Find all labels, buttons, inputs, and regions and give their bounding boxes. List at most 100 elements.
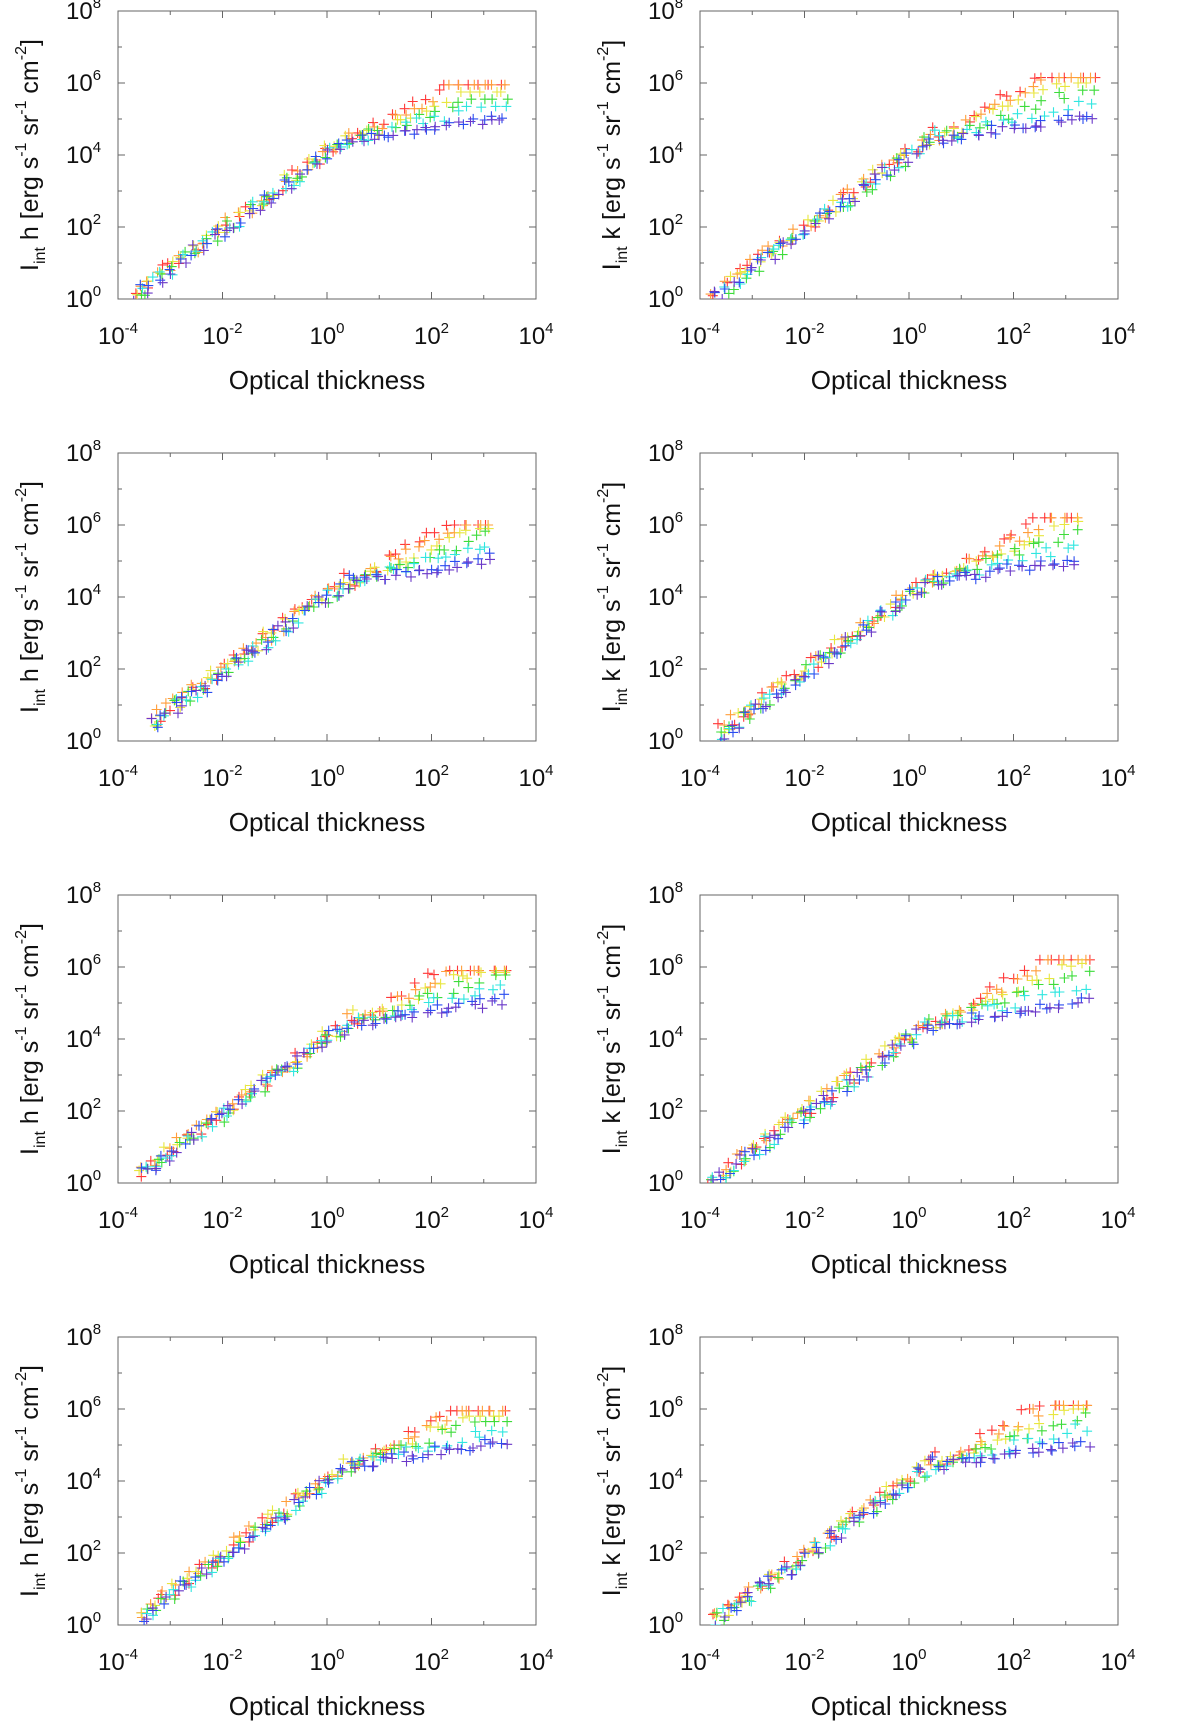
data-point <box>927 1452 938 1462</box>
data-point <box>1033 1410 1044 1421</box>
data-point <box>235 1537 246 1548</box>
tick-exponent: 4 <box>93 1465 101 1482</box>
data-point <box>944 1018 955 1029</box>
data-point <box>845 638 856 649</box>
data-point <box>915 1464 926 1475</box>
data-point <box>861 178 872 189</box>
data-point <box>975 1436 986 1447</box>
data-point <box>470 990 480 1001</box>
data-point <box>1066 961 1077 972</box>
data-point <box>399 1447 409 1458</box>
tick-base: 10 <box>784 765 811 792</box>
x-tick-label: 102 <box>414 320 449 350</box>
data-point <box>383 132 394 143</box>
data-point <box>1059 1405 1070 1416</box>
data-point <box>431 567 442 578</box>
data-point <box>248 203 259 214</box>
data-point <box>234 1543 244 1553</box>
data-point <box>760 1131 771 1142</box>
data-point <box>998 972 1009 983</box>
data-point <box>212 1107 223 1118</box>
series-green <box>151 526 491 730</box>
tick-base: 10 <box>648 1540 675 1567</box>
data-point <box>762 247 773 258</box>
data-point <box>388 130 399 141</box>
data-point <box>248 1531 258 1542</box>
data-point <box>899 1034 910 1045</box>
series-cyan <box>710 1419 1093 1625</box>
data-point <box>165 705 175 716</box>
x-tick-label: 104 <box>518 320 553 350</box>
data-point <box>429 111 440 122</box>
data-point <box>406 571 416 582</box>
data-point <box>390 570 401 581</box>
data-point <box>471 530 482 541</box>
data-point <box>474 993 485 1004</box>
label-part: cm <box>598 945 626 985</box>
label-part: int <box>32 1573 49 1590</box>
data-point <box>1014 549 1025 560</box>
data-point <box>986 1444 997 1454</box>
data-point <box>494 115 505 125</box>
data-point <box>261 644 272 655</box>
data-point <box>378 119 389 130</box>
data-point <box>279 1513 290 1523</box>
data-point <box>824 206 835 217</box>
data-point <box>136 1171 147 1182</box>
data-point <box>1067 1438 1078 1448</box>
data-point <box>1049 521 1059 531</box>
tick-exponent: 8 <box>675 0 683 12</box>
data-point <box>876 606 887 617</box>
data-point <box>422 1007 433 1018</box>
series-yellow <box>711 1404 1089 1621</box>
data-point <box>1072 524 1083 535</box>
data-point <box>719 284 730 294</box>
label-part: -1 <box>595 1427 612 1441</box>
data-point <box>937 570 948 581</box>
panel-k-4: 10-4 10-2 100 102 104100102104106108Optical … <box>595 1321 1136 1721</box>
data-point <box>912 589 923 600</box>
data-point <box>249 647 260 658</box>
data-point <box>893 154 904 165</box>
data-point <box>906 144 917 155</box>
data-point <box>314 1484 325 1495</box>
data-point <box>1041 542 1052 553</box>
series-blue <box>136 989 510 1176</box>
x-tick-label: 10-2 <box>784 320 824 350</box>
data-point <box>268 193 279 204</box>
series-blue <box>152 548 495 733</box>
data-point <box>877 1060 888 1071</box>
tick-exponent: 0 <box>93 1167 101 1184</box>
data-point <box>1075 72 1086 83</box>
data-point <box>474 523 485 534</box>
data-point <box>1008 1435 1019 1445</box>
data-point <box>840 640 851 651</box>
data-point <box>1081 78 1092 88</box>
data-point <box>323 583 334 594</box>
data-point <box>449 556 460 567</box>
data-point <box>497 1405 508 1416</box>
data-point <box>403 993 414 1004</box>
series-red <box>136 1405 511 1618</box>
tick-base: 10 <box>680 323 707 350</box>
data-point <box>262 1073 272 1084</box>
data-point <box>412 124 422 135</box>
data-point <box>237 1099 248 1110</box>
data-point <box>403 562 413 573</box>
data-point <box>870 174 881 185</box>
data-point <box>703 1184 713 1194</box>
data-point <box>911 148 922 159</box>
data-point <box>1089 85 1100 96</box>
y-tick-label: 106 <box>66 509 101 539</box>
data-point <box>440 560 451 571</box>
series-violet <box>142 995 507 1175</box>
data-point <box>356 1020 367 1031</box>
data-point <box>754 1577 765 1588</box>
data-point <box>1082 1426 1093 1437</box>
data-point <box>893 1032 904 1043</box>
data-point <box>913 1462 924 1473</box>
data-point <box>932 571 943 582</box>
data-point <box>1044 973 1055 984</box>
label-part: cm <box>16 502 44 542</box>
